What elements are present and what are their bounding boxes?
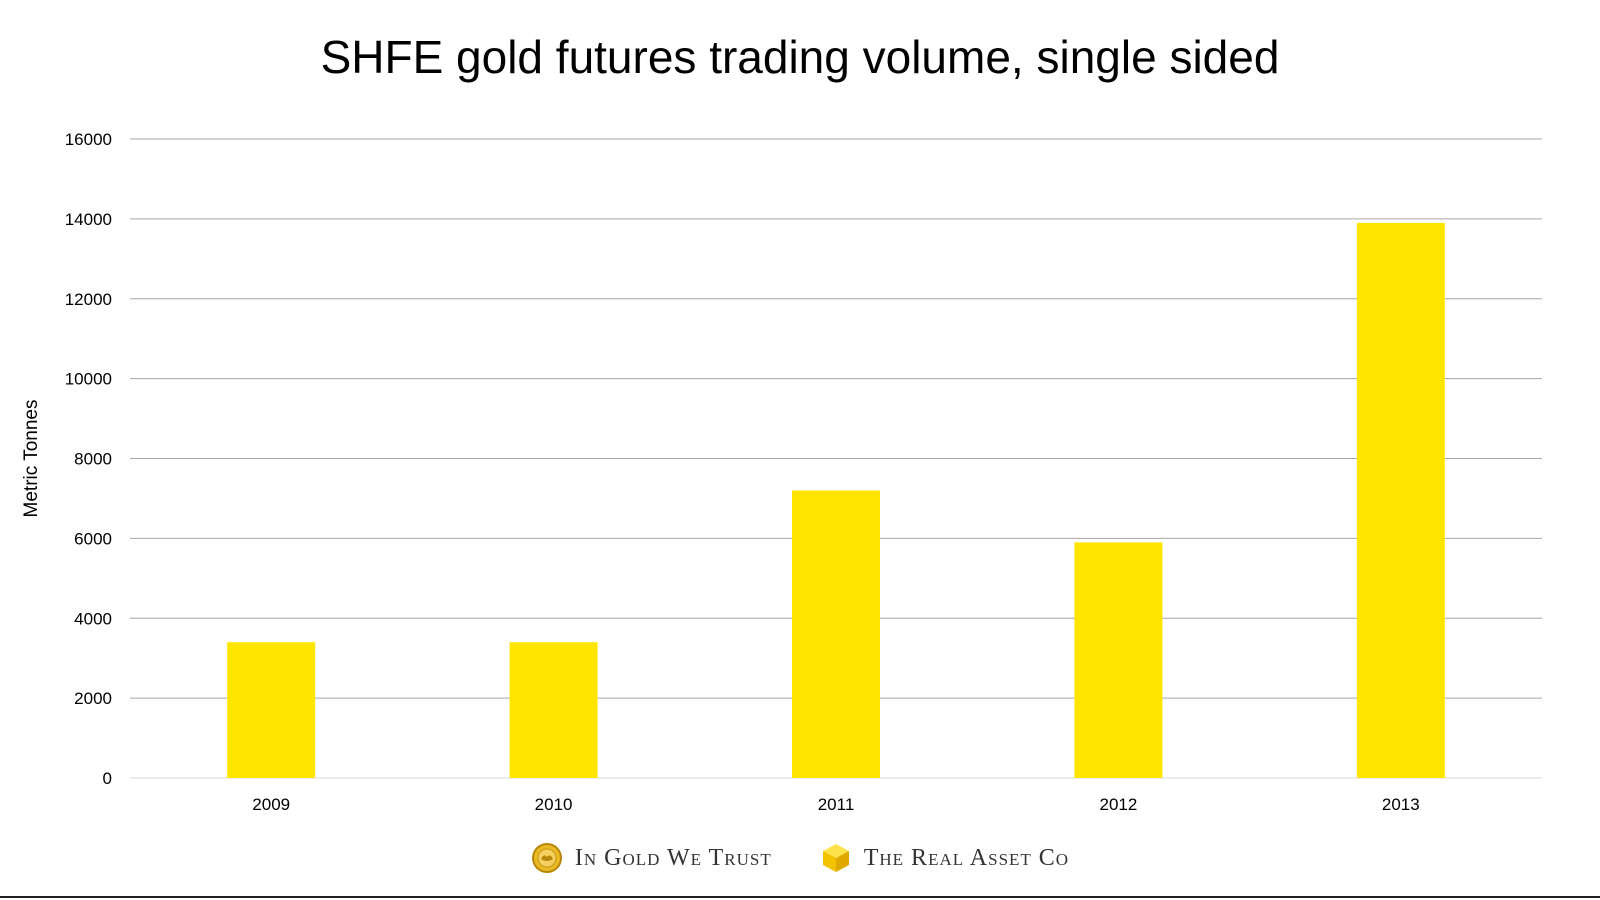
brand-right-text: The Real Asset Co — [863, 844, 1070, 871]
y-tick-label: 4000 — [74, 609, 112, 628]
x-tick-label: 2013 — [1382, 795, 1420, 814]
bars — [227, 222, 1445, 778]
gold-coin-icon — [531, 843, 562, 873]
x-tick-label: 2009 — [252, 795, 290, 814]
y-tick-label: 12000 — [65, 290, 112, 309]
brand-in-gold-we-trust: In Gold We Trust — [531, 842, 772, 874]
brand-left-text: In Gold We Trust — [574, 844, 772, 871]
y-tick-label: 10000 — [65, 370, 112, 389]
x-tick-label: 2012 — [1099, 795, 1137, 814]
y-tick-label: 6000 — [74, 529, 112, 548]
y-tick-label: 8000 — [74, 450, 112, 469]
x-tick-label: 2010 — [535, 795, 573, 814]
bar-2011 — [792, 490, 880, 778]
bar-2009 — [227, 642, 316, 778]
footer-branding: In Gold We Trust The Real Asset Co — [0, 838, 1600, 878]
x-tick-label: 2011 — [818, 795, 855, 814]
gold-cube-icon — [822, 844, 849, 872]
bottom-rule — [0, 896, 1600, 898]
bar-2013 — [1356, 222, 1445, 778]
y-tick-label: 0 — [103, 769, 112, 788]
y-tick-label: 14000 — [65, 210, 112, 229]
y-tick-label: 16000 — [65, 130, 112, 149]
y-axis-label: Metric Tonnes — [21, 400, 42, 518]
x-axis-ticks: 2009 2010 2011 2012 2013 — [252, 795, 1419, 814]
y-axis-ticks: 0 2000 4000 6000 8000 10000 12000 14000 16000 — [65, 130, 112, 788]
y-tick-label: 2000 — [74, 689, 112, 708]
bar-2012 — [1074, 542, 1163, 778]
bar-2010 — [509, 642, 598, 778]
brand-the-real-asset-co: The Real Asset Co — [820, 842, 1069, 874]
chart-title: SHFE gold futures trading volume, single… — [320, 31, 1280, 83]
